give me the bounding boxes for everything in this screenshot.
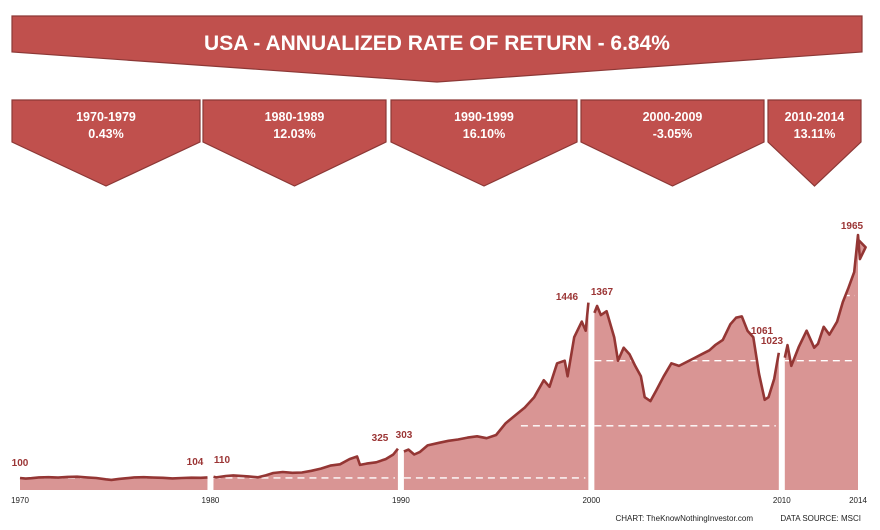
data-label: 325 <box>372 433 389 444</box>
data-label: 1023 <box>761 336 784 347</box>
data-label: 104 <box>187 457 204 468</box>
decade-banner-shape <box>580 99 765 187</box>
data-source: DATA SOURCE: MSCI <box>780 514 861 523</box>
series-line <box>19 475 208 482</box>
x-axis: 1970 1980 1990 2000 2010 2014 <box>11 496 867 505</box>
decade-return: 16.10% <box>463 127 505 141</box>
decade-banner-shape <box>11 99 201 187</box>
series-area <box>20 476 208 490</box>
decade-banner: 1990-1999 16.10% <box>390 99 578 187</box>
decade-banner-shape <box>202 99 387 187</box>
decade-segment <box>213 447 399 490</box>
decade-period: 1970-1979 <box>76 110 136 124</box>
data-label: 1061 <box>751 326 774 337</box>
decade-banner: 2000-2009 -3.05% <box>580 99 765 187</box>
series-area <box>213 448 398 490</box>
series-area <box>594 306 779 490</box>
decade-period: 1990-1999 <box>454 110 514 124</box>
decade-segment <box>593 304 781 490</box>
decade-banner: 2010-2014 13.11% <box>767 99 862 187</box>
series-area <box>403 302 589 490</box>
decade-banner-shape <box>390 99 578 187</box>
x-tick-label: 1980 <box>202 496 220 505</box>
decade-banner-shape <box>767 99 862 187</box>
decade-banner: 1980-1989 12.03% <box>202 99 387 187</box>
data-label: 1446 <box>556 292 579 303</box>
decade-segment <box>19 475 208 490</box>
decade-period: 2010-2014 <box>785 110 845 124</box>
title-banner-shape <box>11 15 863 83</box>
series-line <box>783 233 867 368</box>
series-line <box>593 304 781 403</box>
decade-banner: 1970-1979 0.43% <box>11 99 201 187</box>
decade-segment <box>783 233 867 490</box>
decade-period: 1980-1989 <box>265 110 325 124</box>
decade-return: 12.03% <box>273 127 315 141</box>
x-tick-label: 1990 <box>392 496 410 505</box>
x-tick-label: 1970 <box>11 496 29 505</box>
decade-banners: 1970-1979 0.43% 1980-1989 12.03% 1990-1999 16… <box>11 99 862 187</box>
footer: CHART: TheKnowNothingInvestor.com DATA S… <box>615 514 861 523</box>
decade-segment <box>403 302 590 490</box>
series-line <box>213 447 399 479</box>
decade-return: 0.43% <box>88 127 123 141</box>
chart-credit: CHART: TheKnowNothingInvestor.com <box>615 514 753 523</box>
data-label: 1965 <box>841 221 864 232</box>
x-tick-label: 2010 <box>773 496 791 505</box>
chart-title: USA - ANNUALIZED RATE OF RETURN - 6.84% <box>204 32 670 55</box>
decade-period: 2000-2009 <box>643 110 703 124</box>
data-label: 110 <box>214 455 231 466</box>
x-tick-label: 2000 <box>582 496 600 505</box>
decade-return: 13.11% <box>794 127 836 141</box>
data-label: 1367 <box>591 287 614 298</box>
title-banner: USA - ANNUALIZED RATE OF RETURN - 6.84% <box>11 15 863 83</box>
data-label: 100 <box>12 458 29 469</box>
data-label: 303 <box>396 430 413 441</box>
x-tick-label: 2014 <box>849 496 867 505</box>
series-line <box>403 302 590 456</box>
decade-return: -3.05% <box>653 127 693 141</box>
